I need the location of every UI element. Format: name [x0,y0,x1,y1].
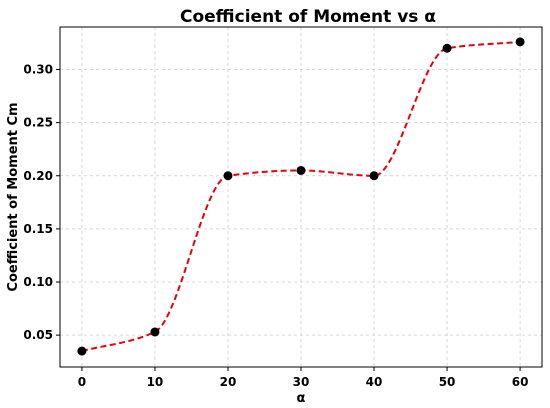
y-tick-label: 0.30 [23,63,53,77]
ticks-layer: 0 10 20 30 40 50 60 0.05 0.10 0.15 0.20 0.25 0.30 [23,63,528,390]
data-point [442,43,452,53]
data-point [77,346,87,356]
y-tick-label: 0.25 [23,116,53,130]
data-point [515,37,525,47]
y-tick-label: 0.05 [23,328,53,342]
x-tick-label: 30 [293,375,310,389]
x-tick-label: 0 [78,375,86,389]
x-tick-label: 50 [439,375,456,389]
y-axis-label: Coefficient of Moment Cm [6,102,21,291]
y-tick-label: 0.15 [23,222,53,236]
y-tick-label: 0.10 [23,275,53,289]
chart-title: Coefficient of Moment vs α [180,7,436,27]
data-point [150,327,160,337]
data-point [223,171,233,181]
x-tick-label: 20 [220,375,237,389]
points-layer [77,37,525,356]
x-axis-label: α [297,391,306,406]
y-tick-label: 0.20 [23,169,53,183]
grid-layer [60,27,542,367]
x-tick-label: 10 [147,375,164,389]
data-point [369,171,379,181]
x-tick-label: 60 [512,375,529,389]
data-point [296,165,306,175]
x-tick-label: 40 [366,375,383,389]
